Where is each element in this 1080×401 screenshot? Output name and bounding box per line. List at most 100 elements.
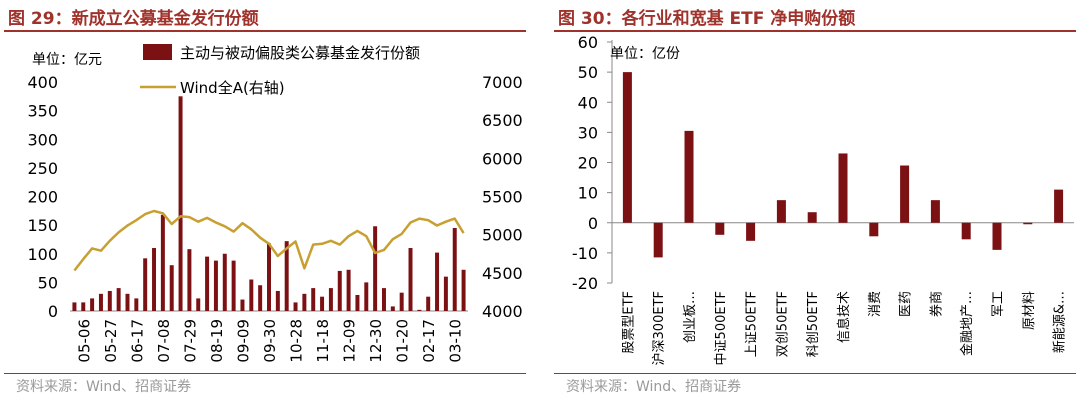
y-tick-label: -20 [572, 274, 598, 293]
right-y-tick-label: 5500 [482, 188, 523, 207]
bar-fund-issuance [320, 296, 325, 311]
right-y-tick-label: 4500 [482, 264, 523, 283]
bar-fund-issuance [355, 294, 360, 311]
bar-fund-issuance [311, 288, 316, 311]
x-category-label: 金融地产… [959, 291, 975, 356]
bar-etf-net-subscription [1023, 222, 1033, 225]
bar-fund-issuance [435, 252, 440, 311]
bar-fund-issuance [90, 298, 95, 311]
bar-fund-issuance [408, 248, 413, 311]
bar-fund-issuance [267, 243, 271, 311]
bar-fund-issuance [205, 256, 210, 311]
right-chart-title: 图 30：各行业和宽基 ETF 净申购份额 [558, 9, 856, 29]
x-tick-label: 09-09 [234, 319, 252, 363]
bar-fund-issuance [222, 253, 227, 311]
x-tick-label: 06-17 [128, 319, 146, 363]
left-chart-plot: 0 50 100 150 200 250 300 350 400 4000 4500 5000 5500… [27, 44, 523, 363]
bar-fund-issuance [196, 298, 201, 311]
bar-fund-issuance [390, 306, 395, 311]
x-category-label: 创业板… [683, 291, 698, 343]
right-unit-label: 单位：亿份 [610, 46, 680, 62]
bar-fund-issuance [381, 288, 386, 311]
right-source-note: 资料来源：Wind、招商证券 [566, 379, 742, 395]
legend-swatch-bars [143, 44, 172, 60]
x-category-label: 中证500ETF [714, 291, 729, 365]
bar-fund-issuance [293, 302, 298, 311]
right-chart-plot: -20 -10 0 10 20 30 40 50 60 股票型ETF 沪深300ETF 创业板… 中证5… [572, 33, 1074, 365]
bar-fund-issuance [116, 288, 121, 311]
legend-label-line: Wind全A(右轴) [180, 79, 285, 97]
right-chart-panel: 图 30：各行业和宽基 ETF 净申购份额 -20 -10 0 10 20 30 40 50 6… [550, 0, 1080, 401]
bar-fund-issuance [399, 292, 404, 311]
x-category-label: 信息技术 [836, 291, 852, 343]
bar-fund-issuance [143, 258, 148, 311]
x-tick-label: 10-28 [288, 319, 306, 363]
bar-etf-net-subscription [961, 222, 971, 240]
y-tick-label: 60 [578, 33, 598, 52]
right-title-rule [554, 30, 1076, 32]
bar-fund-issuance [152, 248, 157, 311]
x-category-label: 医药 [899, 291, 914, 317]
y-tick-label: 50 [578, 63, 598, 82]
y-tick-label: 0 [588, 214, 598, 233]
bar-fund-issuance [134, 298, 139, 311]
left-y-tick-label: 100 [27, 245, 58, 264]
bar-etf-net-subscription [930, 200, 940, 223]
x-tick-label: 07-29 [181, 319, 199, 363]
bar-fund-issuance [284, 241, 289, 311]
bar-etf-net-subscription [807, 212, 817, 223]
left-y-tick-label: 350 [27, 102, 58, 121]
left-source-note: 资料来源：Wind、招商证券 [16, 379, 192, 395]
x-category-label: 原材料 [1022, 291, 1037, 330]
bar-etf-net-subscription [746, 222, 756, 241]
y-tick-label: 30 [578, 123, 598, 142]
y-tick-label: 40 [578, 93, 598, 112]
left-y-tick-label: 400 [27, 73, 58, 92]
bar-etf-net-subscription [715, 222, 725, 235]
x-category-label: 新能源&… [1052, 291, 1068, 353]
bar-etf-net-subscription [622, 72, 632, 223]
right-footer-rule [554, 373, 1076, 374]
y-tick-label: 10 [578, 184, 598, 203]
x-tick-label: 11-18 [314, 319, 332, 363]
bar-fund-issuance [249, 279, 254, 311]
x-tick-label: 12-30 [367, 319, 385, 363]
left-y-tick-label: 250 [27, 159, 58, 178]
x-tick-label: 05-06 [75, 319, 93, 363]
bar-fund-issuance [125, 293, 130, 311]
bar-fund-issuance [107, 290, 112, 311]
bar-fund-issuance [302, 293, 307, 311]
legend-label-bars: 主动与被动偏股类公募基金发行份额 [180, 44, 420, 62]
bar-fund-issuance [337, 270, 342, 311]
x-tick-label: 01-20 [394, 319, 412, 363]
left-footer-rule [4, 373, 526, 374]
left-chart-title: 图 29：新成立公募基金发行份额 [8, 9, 259, 29]
x-tick-label: 09-30 [261, 319, 279, 363]
x-category-label: 上证50ETF [745, 291, 760, 357]
bar-fund-issuance [81, 302, 86, 311]
bar-fund-issuance [461, 269, 466, 311]
x-category-label: 股票型ETF [621, 291, 636, 354]
bar-etf-net-subscription [684, 130, 694, 223]
bar-etf-net-subscription [776, 200, 786, 223]
bar-fund-issuance [160, 214, 165, 311]
bar-fund-issuance [187, 249, 192, 311]
bar-fund-issuance [373, 226, 378, 311]
bar-fund-issuance [417, 309, 422, 311]
left-y-tick-label: 50 [38, 273, 58, 292]
x-tick-label: 03-10 [447, 319, 465, 363]
left-chart-panel: 图 29：新成立公募基金发行份额 0 50 100 150 200 250 300 350 40… [0, 0, 530, 401]
y-tick-label: 20 [578, 154, 598, 173]
bar-fund-issuance [213, 260, 218, 311]
bar-fund-issuance [98, 293, 103, 311]
bar-fund-issuance [346, 269, 351, 311]
x-tick-label: 12-09 [341, 319, 359, 363]
bar-etf-net-subscription [992, 222, 1002, 250]
x-category-label: 券商 [928, 291, 944, 317]
bar-fund-issuance [72, 302, 77, 311]
x-category-label: 消费 [868, 291, 883, 317]
left-title-rule [4, 30, 526, 32]
x-tick-label: 07-08 [155, 319, 173, 363]
x-category-label: 双创50ETF [775, 291, 790, 357]
bar-etf-net-subscription [838, 153, 848, 223]
